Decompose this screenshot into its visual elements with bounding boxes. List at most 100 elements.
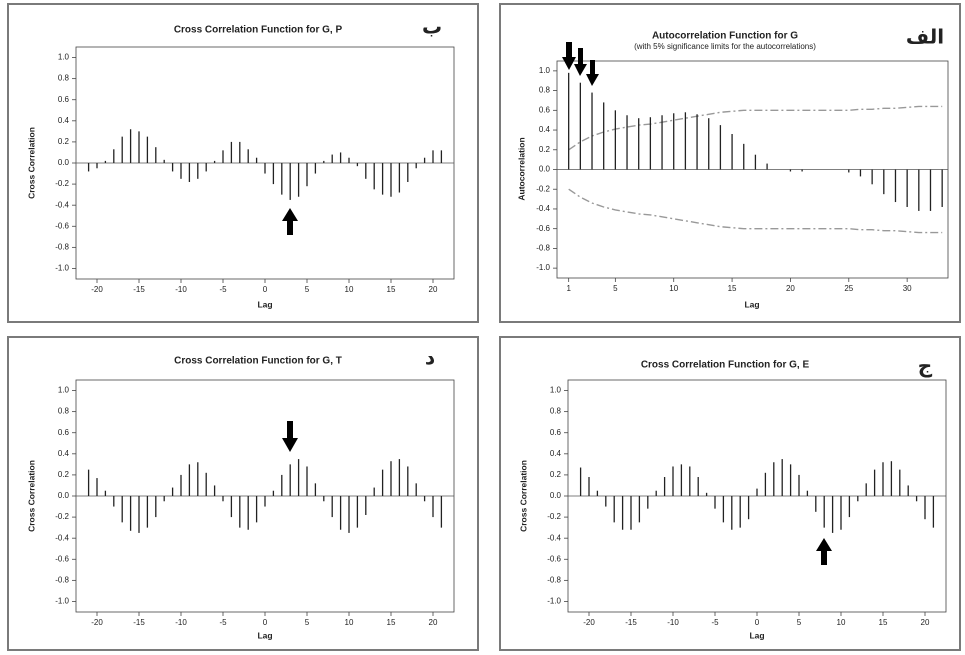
chart-title: Autocorrelation Function for G (652, 31, 798, 42)
panel-label: د (425, 346, 435, 370)
x-tick-label: -5 (219, 618, 227, 627)
panel-label: ج (918, 354, 933, 378)
y-axis-label: Cross Correlation (26, 460, 36, 532)
y-tick-label: -0.4 (55, 533, 69, 542)
x-tick-label: 30 (903, 284, 912, 293)
x-tick-label: 5 (305, 618, 310, 627)
y-tick-label: 0.6 (58, 95, 70, 104)
y-tick-label: -0.8 (536, 244, 550, 253)
panel-label: الف (906, 25, 944, 49)
panel: Cross Correlation Function for G, T د La… (7, 336, 479, 651)
x-tick-label: -5 (219, 285, 227, 294)
y-tick-label: -0.2 (536, 184, 550, 193)
chart-title: Cross Correlation Function for G, T (174, 356, 342, 367)
y-tick-label: -1.0 (55, 597, 69, 606)
y-tick-label: 0.2 (539, 145, 551, 154)
x-tick-label: 20 (921, 618, 930, 627)
arrow (282, 208, 298, 235)
x-tick-label: 5 (305, 285, 310, 294)
x-tick-label: 15 (387, 618, 396, 627)
chart-title: Cross Correlation Function for G, P (174, 25, 343, 36)
significance-limit (568, 105, 943, 151)
x-tick-label: -20 (583, 618, 595, 627)
x-tick-label: 15 (728, 284, 737, 293)
x-tick-label: 15 (387, 285, 396, 294)
x-tick-label: 20 (429, 618, 438, 627)
arrow (816, 538, 832, 565)
y-tick-label: -0.2 (55, 179, 69, 188)
x-tick-label: 20 (786, 284, 795, 293)
y-tick-label: 0.0 (58, 491, 70, 500)
y-tick-label: -0.2 (547, 512, 561, 521)
y-tick-label: -1.0 (536, 263, 550, 272)
y-tick-label: -0.6 (55, 554, 69, 563)
y-tick-label: -0.4 (536, 204, 550, 213)
x-tick-label: 1 (566, 284, 571, 293)
arrow (586, 60, 599, 86)
x-tick-label: -20 (91, 618, 103, 627)
y-tick-label: 0.8 (550, 407, 562, 416)
panel: Cross Correlation Function for G, P ب La… (7, 3, 479, 323)
y-axis-label: Cross Correlation (518, 460, 528, 532)
y-tick-label: 1.0 (539, 66, 551, 75)
panel-label: ب (422, 15, 442, 39)
significance-limit (568, 188, 943, 234)
y-tick-label: -0.6 (536, 224, 550, 233)
y-tick-label: -0.4 (55, 200, 69, 209)
x-axis-label: Lag (257, 630, 272, 640)
panel: Autocorrelation Function for G (with 5% … (499, 3, 961, 323)
y-tick-label: -0.4 (547, 533, 561, 542)
x-tick-label: 20 (429, 285, 438, 294)
y-tick-label: 0.0 (58, 158, 70, 167)
x-tick-label: -15 (133, 285, 145, 294)
x-axis-label: Lag (749, 630, 764, 640)
y-tick-label: -0.6 (547, 554, 561, 563)
y-axis-label: Cross Correlation (26, 127, 36, 199)
x-tick-label: -20 (91, 285, 103, 294)
y-tick-label: -1.0 (55, 264, 69, 273)
y-tick-label: 0.8 (539, 86, 551, 95)
y-tick-label: 0.2 (58, 470, 70, 479)
x-tick-label: 5 (797, 618, 802, 627)
arrow (282, 421, 298, 452)
y-tick-label: 0.2 (58, 137, 70, 146)
y-tick-label: -0.8 (55, 575, 69, 584)
x-tick-label: 15 (879, 618, 888, 627)
x-tick-label: -10 (175, 618, 187, 627)
y-tick-label: 0.8 (58, 74, 70, 83)
x-tick-label: 10 (669, 284, 678, 293)
y-tick-label: 1.0 (550, 386, 562, 395)
y-tick-label: -0.8 (55, 242, 69, 251)
y-tick-label: 0.0 (539, 165, 551, 174)
panel: Cross Correlation Function for G, E ج La… (499, 336, 961, 651)
y-tick-label: -0.6 (55, 221, 69, 230)
x-tick-label: 10 (837, 618, 846, 627)
x-tick-label: 0 (263, 618, 268, 627)
y-tick-label: 0.8 (58, 407, 70, 416)
y-tick-label: 0.4 (550, 449, 562, 458)
y-tick-label: 0.4 (539, 125, 551, 134)
x-tick-label: -15 (133, 618, 145, 627)
y-tick-label: 0.0 (550, 491, 562, 500)
y-tick-label: 0.4 (58, 449, 70, 458)
x-tick-label: -10 (175, 285, 187, 294)
arrow (562, 42, 576, 70)
x-tick-label: 5 (613, 284, 618, 293)
x-tick-label: -5 (711, 618, 719, 627)
x-tick-label: 25 (844, 284, 853, 293)
x-tick-label: 0 (755, 618, 760, 627)
x-tick-label: 0 (263, 285, 268, 294)
y-tick-label: -0.8 (547, 575, 561, 584)
x-tick-label: -10 (667, 618, 679, 627)
x-axis-label: Lag (257, 299, 272, 309)
y-tick-label: 0.2 (550, 470, 562, 479)
x-axis-label: Lag (744, 299, 759, 309)
y-tick-label: 1.0 (58, 53, 70, 62)
y-tick-label: 0.6 (539, 105, 551, 114)
chart-title: Cross Correlation Function for G, E (641, 360, 810, 371)
y-tick-label: 0.6 (58, 428, 70, 437)
y-tick-label: 0.4 (58, 116, 70, 125)
x-tick-label: -15 (625, 618, 637, 627)
y-tick-label: 0.6 (550, 428, 562, 437)
